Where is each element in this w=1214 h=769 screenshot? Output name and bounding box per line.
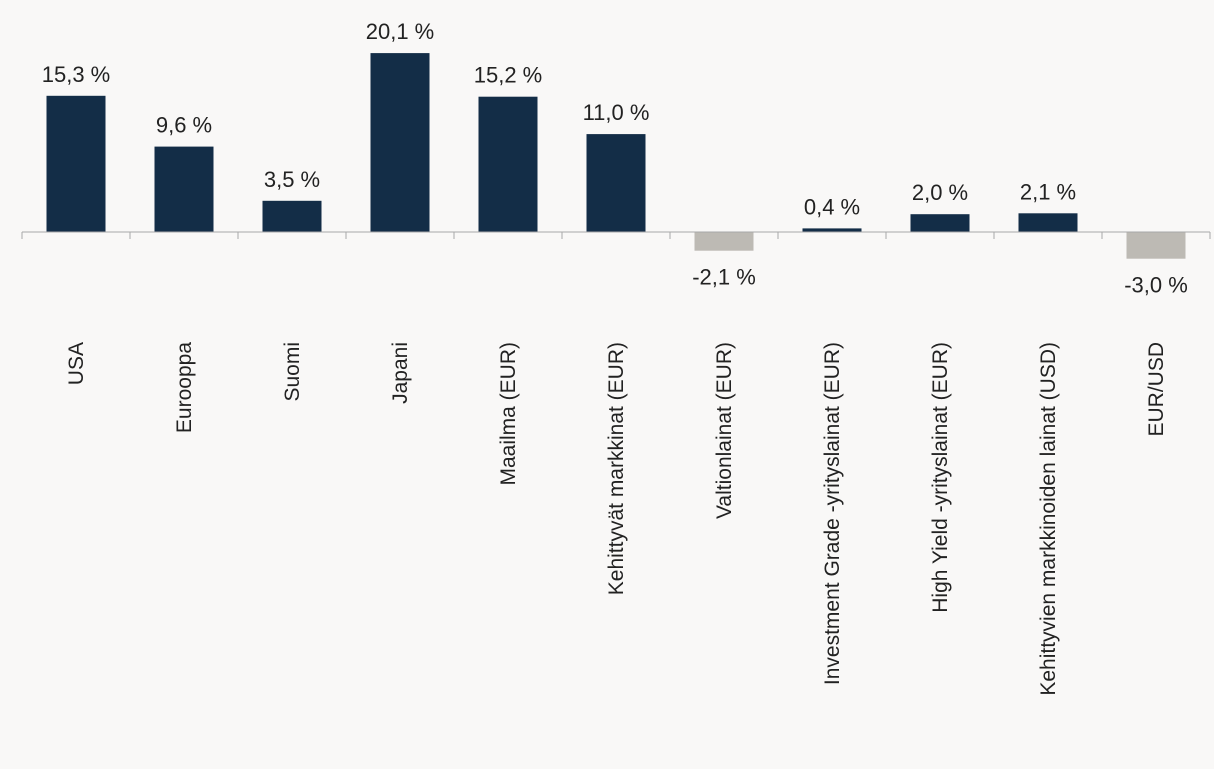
data-label: 0,4 % (804, 194, 860, 219)
bar (802, 228, 862, 232)
category-label: USA (65, 342, 88, 385)
category-labels-layer: USA Eurooppa Suomi Japani Maailma (EUR) Kehit… (65, 342, 1168, 696)
bar (1018, 213, 1078, 232)
bar (262, 200, 322, 232)
bar (478, 96, 538, 232)
bars-layer (46, 53, 1186, 259)
category-label: Investment Grade -yrityslainat (EUR) (821, 342, 844, 685)
category-label: High Yield -yrityslainat (EUR) (929, 342, 952, 613)
bar (370, 53, 430, 232)
category-label: Suomi (281, 342, 304, 402)
x-axis (21, 231, 1211, 239)
value-labels-layer: 15,3 % 9,6 % 3,5 % 20,1 % 15,2 % 11,0 % -2,1 %… (42, 19, 1188, 298)
data-label: 2,0 % (912, 180, 968, 205)
bar (1126, 232, 1186, 259)
data-label: 20,1 % (366, 19, 435, 44)
data-label: 2,1 % (1020, 179, 1076, 204)
category-label: Kehittyvien markkinoiden lainat (USD) (1037, 342, 1060, 696)
category-label: Eurooppa (173, 342, 196, 433)
data-label: -2,1 % (692, 265, 756, 290)
category-label: Maailma (EUR) (497, 342, 520, 486)
bar (910, 214, 970, 232)
category-label: EUR/USD (1145, 342, 1168, 437)
bar (154, 146, 214, 232)
data-label: 11,0 % (583, 100, 650, 125)
category-label: Japani (389, 342, 412, 404)
data-label: 9,6 % (156, 113, 212, 138)
bar (46, 95, 106, 232)
data-label: 15,2 % (474, 63, 543, 88)
data-label: 15,3 % (42, 62, 111, 87)
data-label: -3,0 % (1124, 273, 1188, 298)
category-label: Valtionlainat (EUR) (713, 342, 736, 519)
data-label: 3,5 % (264, 167, 320, 192)
bar (694, 232, 754, 251)
bar (586, 134, 646, 232)
category-label: Kehittyvät markkinat (EUR) (605, 342, 628, 595)
